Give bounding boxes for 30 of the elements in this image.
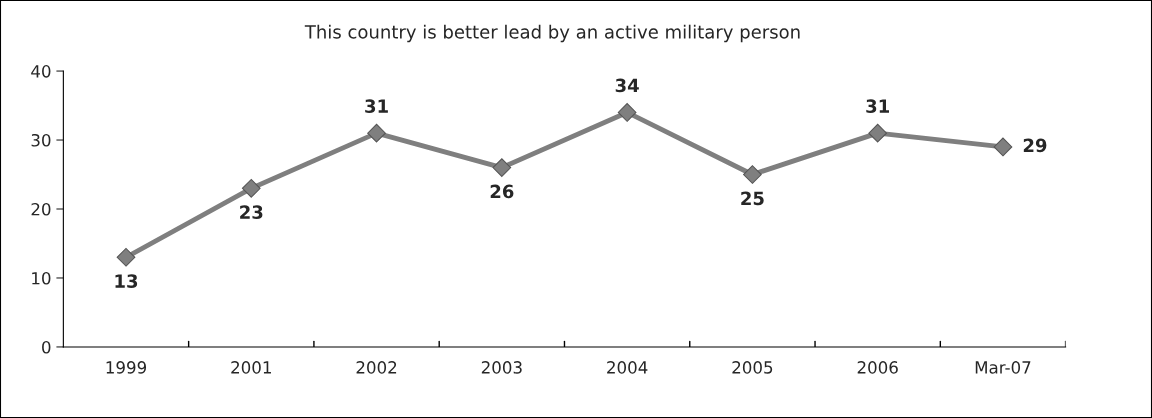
point — [241, 178, 261, 198]
y-tick-label: 10 — [32, 271, 51, 285]
x-tick-label: 2001 — [231, 361, 271, 374]
y-tick-label: 20 — [31, 202, 51, 216]
point — [617, 103, 637, 122]
chart-title: This country is better lead by an active military person — [304, 24, 800, 43]
data-label: 29 — [1023, 138, 1047, 153]
data-label: 23 — [240, 205, 263, 219]
x-tick-label: Mar-07 — [975, 361, 1031, 374]
data-label: 31 — [866, 99, 889, 113]
x-tick-label: 2006 — [857, 361, 898, 374]
data-label: 31 — [365, 99, 388, 113]
point — [743, 165, 762, 184]
x-tick-label: 2002 — [356, 361, 397, 374]
y-tick-label: 30 — [31, 133, 51, 147]
y-tick-label: 0 — [42, 340, 51, 354]
data-label: 26 — [490, 184, 514, 199]
x-tick-label: 2003 — [481, 361, 522, 374]
y-tick-label: 40 — [31, 65, 51, 78]
point — [367, 123, 386, 143]
x-tick-label: 2005 — [732, 361, 773, 374]
point — [116, 247, 136, 267]
point — [868, 123, 888, 143]
point — [993, 137, 1013, 157]
data-label: 34 — [615, 78, 639, 93]
data-label: 25 — [741, 191, 764, 206]
x-tick-label: 1999 — [106, 361, 147, 374]
point — [492, 158, 512, 177]
data-label: 13 — [115, 274, 138, 288]
x-tick-label: 2004 — [607, 361, 648, 374]
